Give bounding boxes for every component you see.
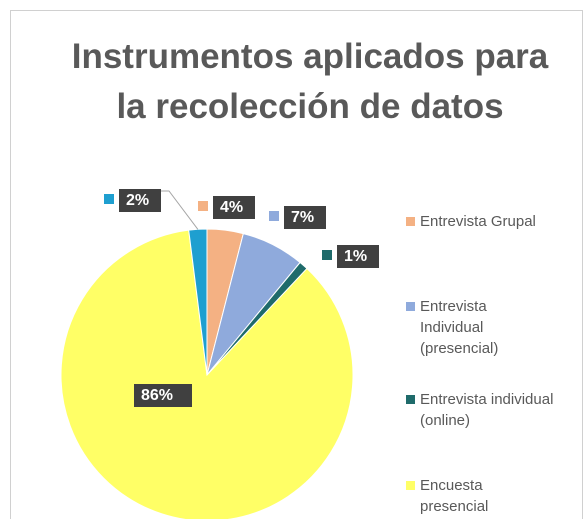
legend-entry: Encuesta presencial: [406, 475, 520, 517]
label-key: [198, 201, 208, 211]
leader-line: [161, 190, 199, 230]
pie-slice: [60, 229, 354, 519]
chart-title: Instrumentos aplicados para la recolecci…: [71, 37, 549, 126]
legend-entry: Entrevista Grupal: [406, 211, 585, 232]
legend-key: [406, 481, 415, 490]
label-box: [119, 189, 161, 212]
legend-entry: Entrevista individual (online): [406, 389, 580, 431]
data-label: 86%: [141, 387, 173, 404]
legend-label: Encuesta presencial: [420, 477, 489, 515]
label-box: [284, 206, 326, 229]
legend-key: [406, 395, 415, 404]
legend-key: [406, 302, 415, 311]
legend-entry: Entrevista Individual (presencial): [406, 296, 510, 359]
legend-key: [406, 217, 415, 226]
data-label: 7%: [291, 209, 314, 226]
label-key: [269, 211, 279, 221]
label-key: [104, 194, 114, 204]
chart-frame: [10, 10, 583, 519]
data-label: 1%: [344, 248, 367, 265]
label-box: [213, 196, 255, 219]
label-box: [134, 384, 192, 407]
label-key: [322, 250, 332, 260]
data-label: 2%: [126, 192, 149, 209]
label-box: [337, 245, 379, 268]
data-label: 4%: [220, 199, 243, 216]
legend-label: Entrevista individual (online): [420, 391, 554, 429]
legend-label: Entrevista Individual (presencial): [420, 298, 499, 357]
legend-label: Entrevista Grupal: [420, 213, 536, 230]
